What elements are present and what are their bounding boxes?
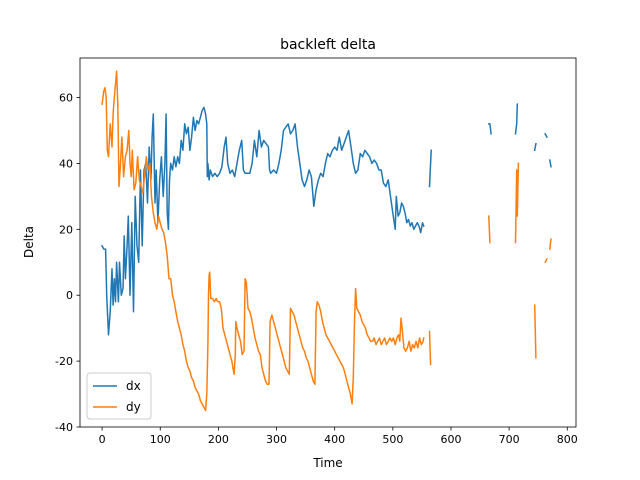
x-tick-label-300: 300 (266, 433, 287, 446)
chart-title: backleft delta (280, 37, 376, 53)
y-tick-label-0: 0 (66, 289, 73, 302)
legend-label-dx: dx (126, 379, 141, 393)
legend-label-dy: dy (126, 400, 141, 414)
x-tick-label-200: 200 (208, 433, 229, 446)
y-tick-label-60: 60 (59, 92, 73, 105)
plot-frame (79, 57, 577, 428)
legend: dx dy (86, 372, 152, 420)
series-dx-segment-4 (533, 142, 537, 152)
series-dy (101, 70, 552, 412)
x-tick-label-600: 600 (440, 433, 461, 446)
x-tick-label-700: 700 (499, 433, 520, 446)
y-tick-label--40: -40 (55, 421, 73, 434)
x-tick-label-800: 800 (557, 433, 578, 446)
y-tick-label-40: 40 (59, 157, 73, 170)
series-dy-segment-1 (428, 330, 432, 366)
series-dy-segment-2 (488, 215, 491, 244)
y-tick-label--20: -20 (55, 355, 73, 368)
x-axis-label: Time (312, 456, 342, 470)
x-tick-label-100: 100 (150, 433, 171, 446)
series-dx-segment-2 (488, 123, 492, 135)
x-tick-label-500: 500 (382, 433, 403, 446)
series-dy-segment-6 (548, 238, 552, 250)
x-tick-label-400: 400 (324, 433, 345, 446)
series-dy-segment-5 (544, 257, 548, 264)
series-dy-segment-4 (533, 304, 537, 359)
series-dx-segment-6 (548, 159, 552, 168)
x-axis: 0 100 200 300 400 500 600 700 800 (99, 427, 578, 446)
plot-area (79, 57, 577, 428)
series-dx-segment-3 (514, 103, 519, 135)
series-dx-segment-5 (544, 132, 548, 139)
y-axis-label: Delta (22, 226, 36, 258)
y-axis: -40 -20 0 20 40 60 (55, 92, 80, 434)
series-dy-segment-3 (514, 162, 520, 244)
legend-box (86, 372, 152, 420)
x-tick-label-0: 0 (99, 433, 106, 446)
series-dy-segment-0 (101, 70, 425, 412)
series-dx-segment-1 (428, 149, 432, 188)
y-tick-label-20: 20 (59, 223, 73, 236)
